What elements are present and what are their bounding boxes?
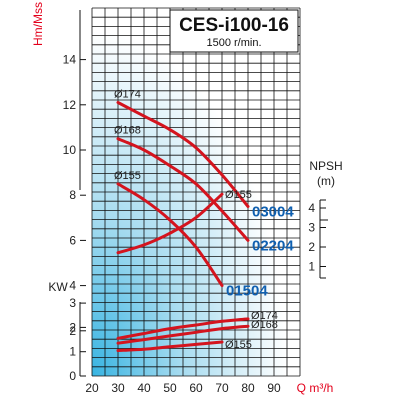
head-curve-diameter-label: Ø155 bbox=[114, 170, 141, 182]
npsh-tick-label: 2 bbox=[308, 240, 315, 254]
head-curve-model-label: 03004 bbox=[252, 204, 294, 221]
npsh-curve-diameter-label: Ø155 bbox=[225, 189, 252, 201]
head-tick-label: 8 bbox=[69, 188, 76, 202]
head-curve bbox=[116, 137, 250, 242]
head-tick-label: 10 bbox=[63, 143, 77, 157]
power-curve bbox=[116, 324, 250, 345]
head-curve-model-label: 01504 bbox=[226, 283, 268, 300]
head-axis-label: Hm/Mss bbox=[31, 2, 45, 46]
power-tick-label: 0 bbox=[69, 369, 76, 383]
x-tick-label: 20 bbox=[85, 381, 99, 395]
head-curve-diameter-label: Ø168 bbox=[114, 125, 141, 137]
power-tick-label: 1 bbox=[69, 345, 76, 359]
chart-subtitle: 1500 r/min. bbox=[206, 37, 261, 49]
head-curve bbox=[116, 182, 224, 288]
power-curve-diameter-label: Ø174 bbox=[251, 310, 278, 322]
x-tick-label: 90 bbox=[267, 381, 281, 395]
npsh-tick-label: 4 bbox=[308, 201, 315, 215]
power-curve bbox=[116, 317, 250, 340]
head-curve bbox=[116, 101, 250, 208]
head-tick-label: 2 bbox=[69, 324, 76, 338]
head-tick-label: 12 bbox=[63, 98, 77, 112]
curve-labels: Ø17403004Ø16802204Ø15501504Ø155Ø174Ø168Ø… bbox=[114, 89, 294, 351]
title-box: CES-i100-16 1500 r/min. bbox=[169, 9, 299, 53]
x-axis-label: Q m³/h bbox=[297, 381, 334, 395]
npsh-axis-unit: (m) bbox=[317, 174, 335, 188]
head-tick-label: 6 bbox=[69, 233, 76, 247]
x-tick-label: 60 bbox=[189, 381, 203, 395]
head-tick-label: 4 bbox=[69, 279, 76, 293]
power-axis-label: KW bbox=[48, 280, 68, 294]
power-curve-diameter-label: Ø155 bbox=[225, 339, 252, 351]
x-tick-label: 30 bbox=[111, 381, 125, 395]
head-curve-model-label: 02204 bbox=[252, 237, 294, 254]
npsh-tick-label: 3 bbox=[308, 221, 315, 235]
power-curve-diameter-label: Ø168 bbox=[251, 319, 278, 331]
axis-stubs bbox=[79, 10, 328, 376]
power-curve bbox=[116, 340, 224, 352]
chart-title: CES-i100-16 bbox=[179, 15, 289, 36]
power-tick-label: 3 bbox=[69, 296, 76, 310]
npsh-tick-label: 1 bbox=[308, 260, 315, 274]
x-tick-label: 50 bbox=[163, 381, 177, 395]
curve-lines bbox=[116, 101, 250, 352]
head-tick-label: 14 bbox=[63, 53, 77, 67]
head-curve-diameter-label: Ø174 bbox=[114, 89, 141, 101]
x-tick-label: 70 bbox=[215, 381, 229, 395]
x-tick-label: 40 bbox=[137, 381, 151, 395]
npsh-axis-label: NPSH bbox=[309, 159, 342, 173]
x-tick-label: 80 bbox=[241, 381, 255, 395]
power-tick-label: 2 bbox=[69, 320, 76, 334]
npsh-curve bbox=[116, 192, 224, 255]
